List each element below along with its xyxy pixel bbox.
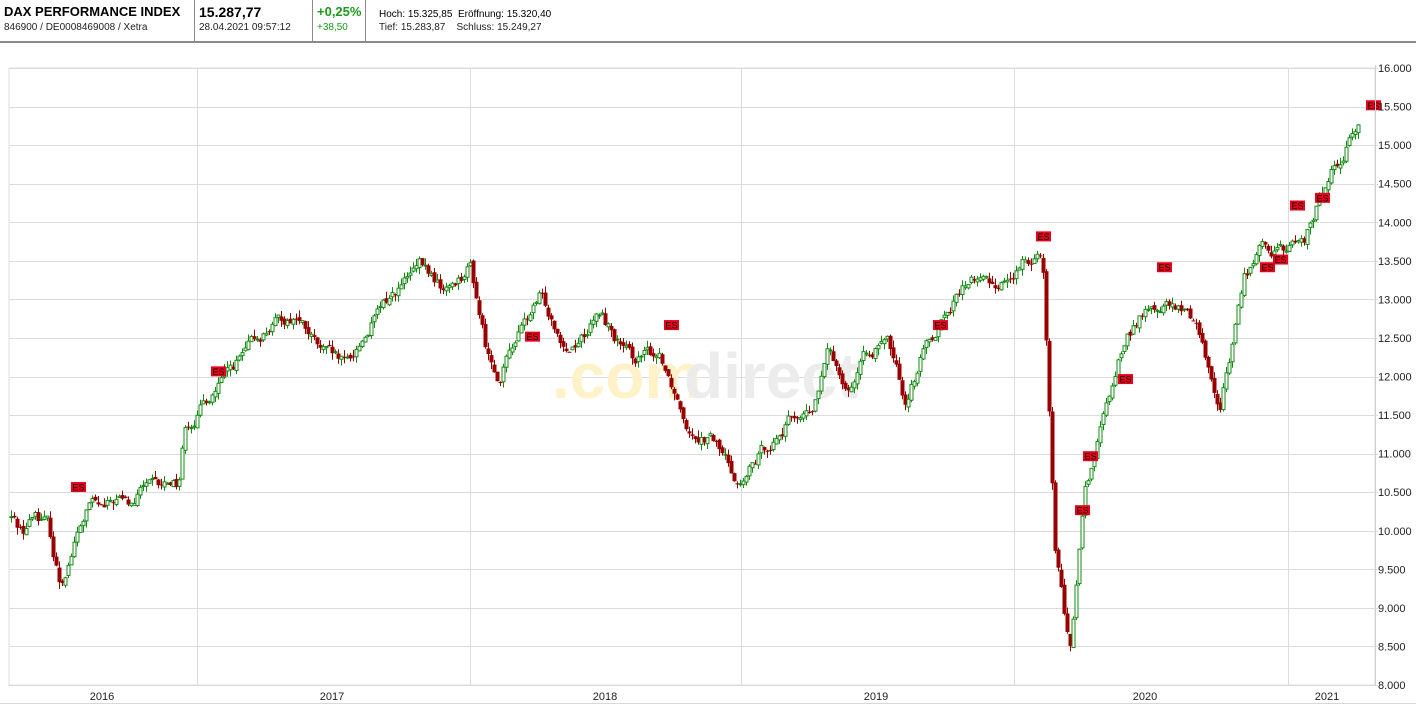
es-marker[interactable]: ES bbox=[1118, 374, 1133, 385]
y-tick-label: 10.500 bbox=[1378, 487, 1412, 499]
es-marker[interactable]: ES bbox=[664, 320, 679, 331]
svg-text:ES: ES bbox=[1158, 263, 1170, 273]
svg-text:ES: ES bbox=[1084, 452, 1096, 462]
price-timestamp: 28.04.2021 09:57:12 bbox=[199, 22, 291, 33]
low-value: 15.283,87 bbox=[400, 22, 446, 33]
y-tick-label: 16.000 bbox=[1378, 63, 1412, 75]
svg-text:ES: ES bbox=[1274, 255, 1286, 265]
svg-text:ES: ES bbox=[72, 483, 84, 493]
watermark-com: .com bbox=[552, 340, 701, 412]
price-chart[interactable]: .com direct ES ES ES ES ES ES ES ES ES ES ES ES ES ES… bbox=[0, 43, 1416, 705]
chart-gridlines bbox=[8, 67, 1378, 686]
y-tick-label: 15.000 bbox=[1378, 140, 1412, 152]
y-tick-label: 11.000 bbox=[1378, 449, 1411, 461]
svg-text:ES: ES bbox=[526, 332, 538, 342]
x-tick-label: 2017 bbox=[320, 691, 344, 703]
svg-text:ES: ES bbox=[1291, 201, 1303, 211]
y-tick-label: 13.500 bbox=[1378, 256, 1412, 268]
open-value: 15.320,40 bbox=[506, 9, 552, 20]
y-tick-label: 14.000 bbox=[1378, 217, 1412, 229]
x-tick-label: 2016 bbox=[90, 691, 114, 703]
y-tick-label: 13.000 bbox=[1378, 294, 1412, 306]
y-tick-label: 12.500 bbox=[1378, 333, 1412, 345]
y-tick-label: 11.500 bbox=[1378, 410, 1411, 422]
y-tick-label: 9.000 bbox=[1378, 603, 1406, 615]
y-tick-label: 8.500 bbox=[1378, 641, 1406, 653]
es-marker[interactable]: ES bbox=[1075, 505, 1090, 516]
svg-text:ES: ES bbox=[1316, 193, 1328, 203]
x-tick-label: 2019 bbox=[864, 691, 888, 703]
last-price: 15.287,77 bbox=[199, 4, 262, 20]
svg-text:ES: ES bbox=[1119, 375, 1131, 385]
es-marker[interactable]: ES bbox=[71, 482, 86, 493]
price-cell: 15.287,77 28.04.2021 09:57:12 bbox=[195, 0, 313, 41]
svg-text:ES: ES bbox=[212, 367, 224, 377]
es-marker[interactable]: ES bbox=[1036, 231, 1051, 242]
y-tick-label: 15.500 bbox=[1378, 102, 1412, 114]
x-tick-label: 2020 bbox=[1133, 691, 1157, 703]
quote-header: DAX PERFORMANCE INDEX 846900 / DE0008469… bbox=[0, 0, 1416, 43]
svg-text:ES: ES bbox=[934, 321, 946, 331]
es-marker[interactable]: ES bbox=[1083, 451, 1098, 462]
change-cell: +0,25% +38,50 bbox=[313, 0, 366, 41]
es-marker[interactable]: ES bbox=[525, 331, 540, 343]
open-label: Eröffnung: bbox=[457, 9, 504, 20]
x-tick-label: 2021 bbox=[1315, 691, 1339, 703]
change-percent: +0,25% bbox=[317, 4, 362, 19]
y-tick-label: 10.000 bbox=[1378, 526, 1412, 538]
svg-text:ES: ES bbox=[1367, 101, 1379, 111]
es-marker[interactable]: ES bbox=[1157, 262, 1172, 273]
x-tick-label: 2018 bbox=[593, 691, 617, 703]
stats-cell: Hoch: 15.325,85 Eröffnung: 15.320,40 Tie… bbox=[366, 0, 626, 41]
watermark: .com direct bbox=[552, 340, 858, 412]
es-marker[interactable]: ES bbox=[1273, 254, 1288, 266]
low-label: Tief: bbox=[379, 22, 399, 33]
x-axis: 2016 2017 2018 2019 2020 2021 bbox=[0, 691, 1416, 704]
high-value: 15.325,85 bbox=[407, 9, 453, 20]
instrument-cell: DAX PERFORMANCE INDEX 846900 / DE0008469… bbox=[0, 0, 195, 41]
close-value: 15.249,27 bbox=[497, 22, 542, 33]
y-tick-label: 12.000 bbox=[1378, 372, 1412, 384]
change-absolute: +38,50 bbox=[317, 22, 348, 33]
svg-text:ES: ES bbox=[665, 321, 677, 331]
es-marker[interactable]: ES bbox=[1366, 100, 1381, 111]
high-label: Hoch: bbox=[379, 9, 406, 20]
y-axis: 8.000 8.500 9.000 9.500 10.000 10.500 11.000 11… bbox=[1375, 63, 1412, 692]
es-marker[interactable]: ES bbox=[1290, 200, 1305, 212]
es-marker[interactable]: ES bbox=[1260, 262, 1275, 273]
svg-text:ES: ES bbox=[1076, 506, 1088, 516]
close-label: Schluss: bbox=[456, 22, 495, 33]
es-marker[interactable]: ES bbox=[1315, 192, 1330, 204]
y-tick-label: 8.000 bbox=[1378, 680, 1406, 692]
instrument-identifiers: 846900 / DE0008469008 / Xetra bbox=[4, 22, 148, 33]
candlestick-series bbox=[9, 124, 1361, 652]
es-marker[interactable]: ES bbox=[211, 366, 226, 377]
es-marker[interactable]: ES bbox=[933, 320, 948, 331]
y-tick-label: 14.500 bbox=[1378, 179, 1412, 191]
y-tick-label: 9.500 bbox=[1378, 564, 1406, 576]
svg-text:ES: ES bbox=[1261, 263, 1273, 273]
svg-text:ES: ES bbox=[1037, 232, 1049, 242]
instrument-name[interactable]: DAX PERFORMANCE INDEX bbox=[4, 4, 181, 19]
